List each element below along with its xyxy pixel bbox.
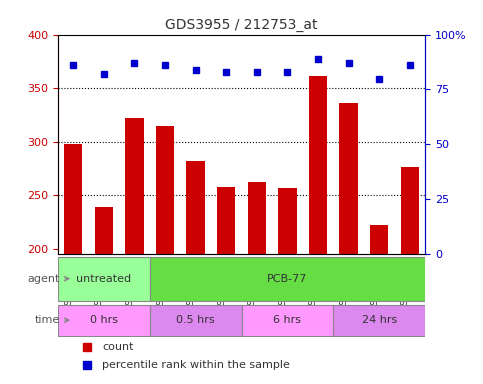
Bar (186, 161, 205, 254)
FancyBboxPatch shape (58, 257, 150, 301)
Bar (340, 103, 358, 254)
Bar (248, 182, 266, 254)
Bar (125, 118, 143, 254)
Text: untreated: untreated (76, 274, 131, 284)
Bar (278, 188, 297, 254)
Bar (370, 225, 388, 254)
Text: agent: agent (27, 274, 69, 284)
Text: 6 hrs: 6 hrs (273, 315, 301, 325)
FancyBboxPatch shape (242, 305, 333, 336)
FancyBboxPatch shape (333, 305, 425, 336)
Text: 24 hrs: 24 hrs (362, 315, 397, 325)
Text: percentile rank within the sample: percentile rank within the sample (102, 359, 290, 370)
Bar (400, 167, 419, 254)
FancyBboxPatch shape (150, 257, 425, 301)
Text: count: count (102, 342, 133, 352)
FancyBboxPatch shape (150, 305, 242, 336)
Bar (95, 207, 113, 254)
Bar (217, 187, 235, 254)
Text: 0 hrs: 0 hrs (90, 315, 118, 325)
Bar (64, 144, 83, 254)
Title: GDS3955 / 212753_at: GDS3955 / 212753_at (165, 18, 318, 32)
Text: PCB-77: PCB-77 (267, 274, 308, 284)
Bar (309, 76, 327, 254)
Text: time: time (34, 315, 69, 325)
Bar (156, 126, 174, 254)
FancyBboxPatch shape (58, 305, 150, 336)
Text: 0.5 hrs: 0.5 hrs (176, 315, 215, 325)
